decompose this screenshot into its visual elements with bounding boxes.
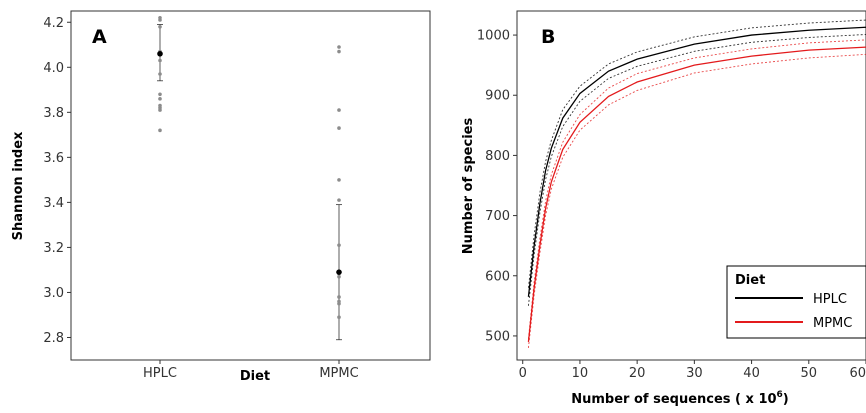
data-point — [158, 18, 162, 22]
panel-a-letter: A — [92, 26, 107, 48]
x-tick-label: 10 — [572, 366, 589, 381]
panel-b-plot-area — [516, 10, 866, 361]
y-tick-label: 3.0 — [43, 286, 64, 301]
legend-label-hplc: HPLC — [813, 292, 847, 307]
panel-a-plot-area — [70, 10, 431, 361]
y-tick-label: 600 — [485, 269, 510, 284]
data-point — [337, 198, 341, 202]
data-point — [158, 58, 162, 63]
panel-b-x-axis-title: Number of sequences ( x 106) — [571, 390, 789, 407]
data-point — [337, 315, 341, 320]
panel-b-x-axis: 0 10 20 30 40 50 60 — [519, 360, 866, 381]
x-tick-label: 30 — [686, 366, 703, 381]
panel-b-y-axis-title: Number of species — [461, 118, 476, 255]
y-tick-label: 3.8 — [43, 106, 64, 121]
x-tick-label: 0 — [519, 366, 527, 381]
mean-point — [336, 269, 342, 275]
data-point — [337, 49, 341, 54]
panel-b-x-axis-title-end: ) — [783, 392, 789, 407]
data-point — [337, 301, 341, 306]
series-line-hplc — [527, 26, 866, 297]
panel-b-legend: Diet HPLC MPMC — [726, 265, 866, 339]
panel-a-y-axis-title: Shannon index — [11, 131, 26, 240]
series-upper-bound-mpmc — [527, 39, 866, 339]
x-tick-label: MPMC — [319, 366, 358, 381]
mean-point — [157, 50, 163, 57]
data-point — [158, 24, 162, 29]
y-tick-label: 500 — [485, 329, 510, 344]
panel-a-y-axis: 2.8 3.0 3.2 3.4 3.6 3.8 4.0 4.2 — [43, 16, 71, 346]
data-point — [337, 178, 341, 182]
panel-a-shannon-chart: A 2.8 3.0 3.2 3.4 3.6 3.8 4.0 4.2 HPLC MPMC Diet… — [11, 10, 431, 384]
data-point — [158, 97, 162, 101]
series-line-mpmc — [527, 46, 866, 343]
series-upper-bound-hplc — [527, 19, 866, 288]
y-tick-label: 4.2 — [43, 16, 64, 31]
legend-label-mpmc: MPMC — [813, 316, 852, 331]
x-tick-label: 50 — [801, 366, 818, 381]
series-lower-bound-hplc — [527, 34, 866, 306]
y-tick-label: 3.6 — [43, 151, 64, 166]
data-point — [337, 243, 341, 247]
panel-b-species-chart: B 500 600 700 800 900 1000 0 10 20 30 40 50 60 Numb… — [461, 10, 866, 407]
x-tick-label: 20 — [629, 366, 646, 381]
x-tick-label: HPLC — [143, 366, 177, 381]
data-point — [337, 108, 341, 112]
data-point — [158, 128, 162, 133]
panel-b-x-axis-title-main: Number of sequences ( x 10 — [571, 392, 776, 407]
panel-b-series-lines — [527, 19, 866, 349]
y-tick-label: 4.0 — [43, 61, 64, 76]
panel-b-x-axis-title-exponent: 6 — [777, 390, 783, 400]
data-point — [337, 295, 341, 299]
panel-a-marks — [157, 15, 342, 341]
y-tick-label: 900 — [485, 89, 510, 104]
y-tick-label: 1000 — [477, 29, 510, 44]
y-tick-label: 700 — [485, 209, 510, 224]
panel-a-x-axis-title: Diet — [240, 369, 270, 384]
data-point — [158, 72, 162, 76]
data-point — [158, 108, 162, 112]
data-point — [337, 45, 341, 49]
data-point — [337, 126, 341, 130]
x-tick-label: 40 — [743, 366, 760, 381]
legend-box — [726, 265, 866, 339]
y-tick-label: 3.4 — [43, 196, 64, 211]
x-tick-label: 60 — [849, 366, 866, 381]
panel-b-letter: B — [541, 26, 555, 48]
data-point — [158, 92, 162, 97]
y-tick-label: 800 — [485, 149, 510, 164]
panel-a-x-axis: HPLC MPMC — [143, 360, 359, 381]
y-tick-label: 3.2 — [43, 241, 64, 256]
legend-title: Diet — [735, 273, 765, 288]
y-tick-label: 2.8 — [43, 331, 64, 346]
data-point — [337, 274, 341, 279]
panel-b-y-axis: 500 600 700 800 900 1000 — [477, 29, 517, 344]
